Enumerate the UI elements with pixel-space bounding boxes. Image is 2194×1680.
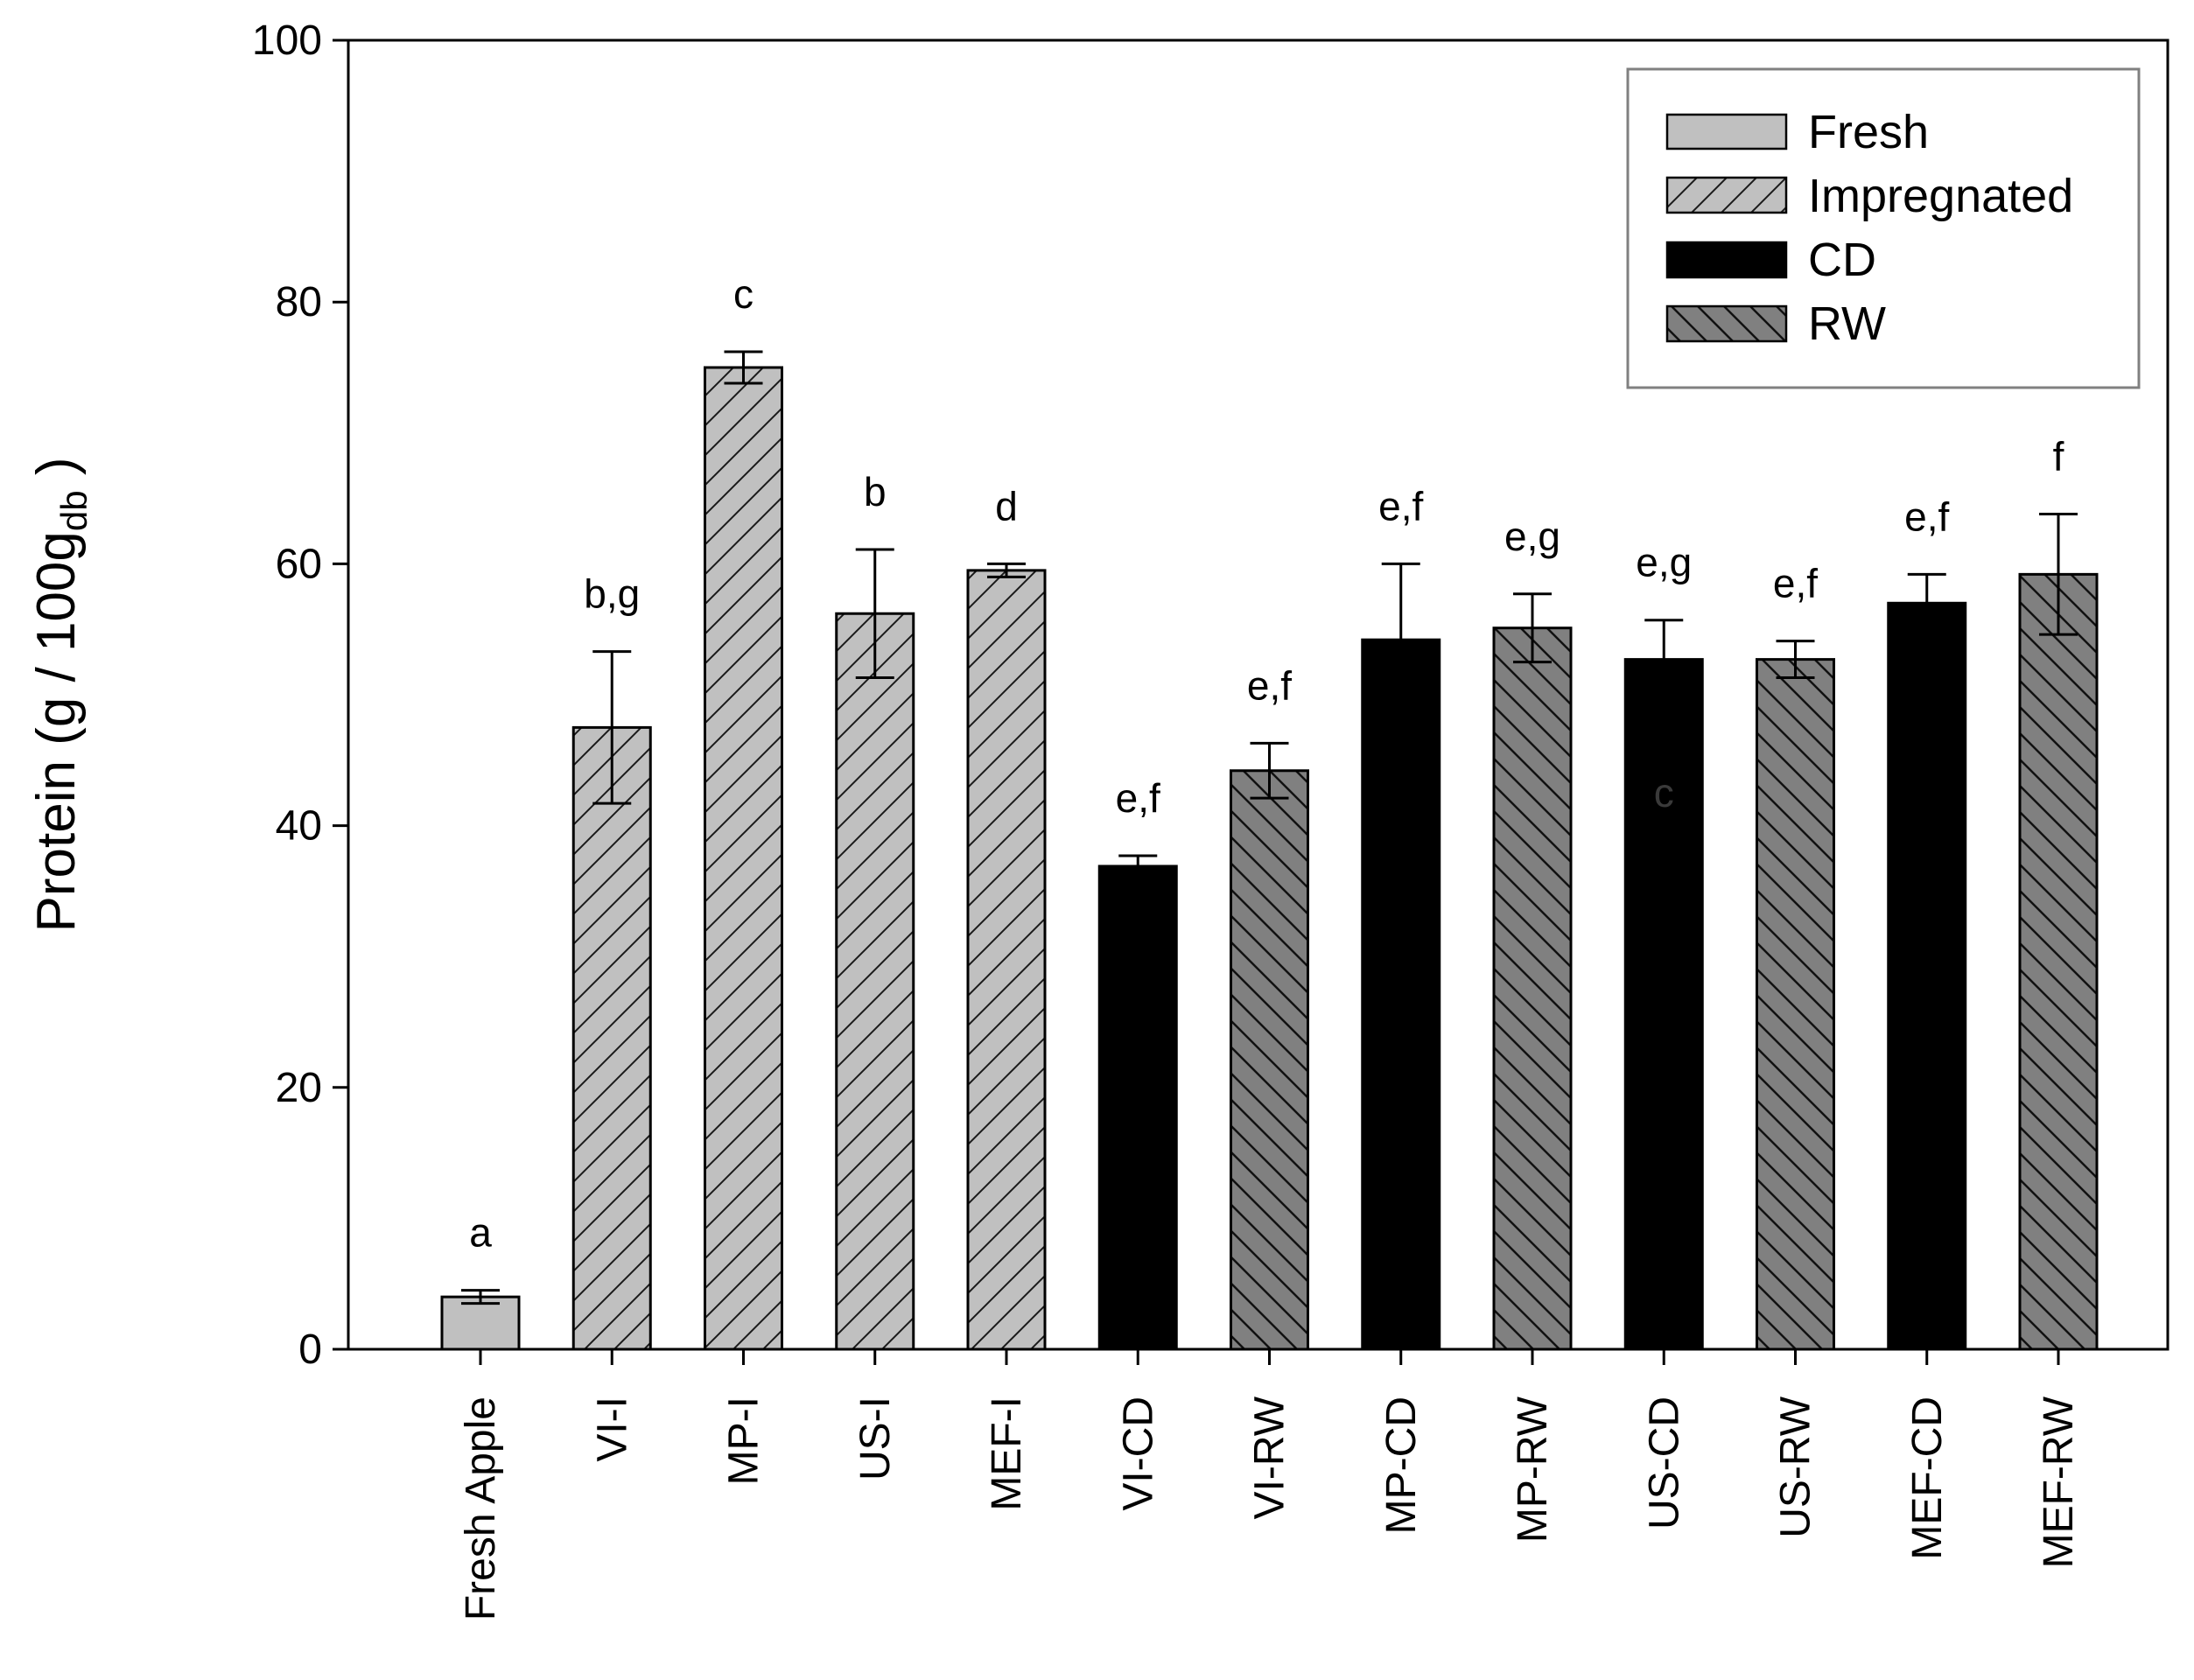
error-bar-us-i [855,548,894,680]
legend-label-impregnated: Impregnated [1808,170,2073,222]
category-label-mp-rw: MP-RW [1510,1396,1556,1543]
category-label-vi-cd: VI-CD [1115,1396,1161,1511]
legend-entry-fresh: Fresh [1665,106,1929,158]
category-label-fresh-apple: Fresh Apple [458,1396,504,1620]
category-label-vi-i: VI-I [589,1396,635,1462]
category-label-us-cd: US-CD [1641,1396,1687,1530]
significance-label-mp-i: c [733,271,754,317]
y-axis-label-main: Protein (g / 100g [26,531,87,932]
legend-entry-cd: CD [1665,234,1876,286]
error-bar-mef-i [987,562,1026,578]
bar-mef-rw [2018,572,2099,1351]
x-axis: Fresh Apple VI-I MP-I US-I MEF-I VI-CD VI-RW MP… [458,1349,2082,1620]
y-tick-label-0: 0 [298,1326,322,1373]
legend-swatch-fresh [1665,113,1788,150]
annotation-0: c [1654,770,1674,816]
significance-label-vi-i: b,g [584,571,640,617]
bar-vi-cd [1097,864,1178,1351]
error-bar-mp-cd [1381,562,1420,718]
category-label-mef-rw: MEF-RW [2036,1396,2082,1568]
y-tick-label-60: 60 [276,541,322,587]
significance-label-mef-rw: f [2053,434,2064,480]
significance-label-us-cd: e,g [1636,540,1692,585]
error-bar-us-rw [1776,640,1815,680]
y-axis-label-close: ) [26,458,87,491]
legend-entry-rw: RW [1665,298,1886,350]
legend: Fresh Impregnated CD RW [1626,67,2141,389]
category-label-us-rw: US-RW [1773,1396,1819,1537]
y-tick-label-20: 20 [276,1065,322,1111]
legend-swatch-impregnated [1665,176,1788,214]
legend-entry-impregnated: Impregnated [1665,170,2073,222]
significance-labels-group: a b,g c b d e,f e,f e,f e,g e,g e,f e,f f [469,271,2064,1256]
bar-mef-i [966,569,1047,1351]
error-bar-mef-cd [1907,572,1946,634]
bar-mp-rw [1492,626,1573,1351]
bar-vi-rw [1230,769,1309,1351]
y-axis-label-subscript: db [53,490,95,531]
error-bar-mp-i [724,350,763,385]
bar-us-i [835,612,915,1351]
legend-swatch-rw [1665,304,1788,343]
category-label-mef-i: MEF-I [984,1396,1030,1511]
significance-label-mp-rw: e,g [1504,514,1560,559]
significance-label-us-i: b [864,469,887,514]
significance-label-vi-cd: e,f [1116,775,1160,821]
legend-label-rw: RW [1808,298,1886,350]
error-bar-vi-rw [1250,741,1289,800]
error-bars-group [461,350,2078,1306]
bar-mp-cd [1361,638,1441,1351]
error-bar-vi-cd [1118,854,1158,878]
bars-group [440,366,2099,1351]
y-tick-label-100: 100 [252,18,322,64]
error-bar-mp-rw [1513,592,1552,664]
bar-us-cd [1623,658,1704,1351]
legend-label-cd: CD [1808,234,1876,286]
significance-label-mp-cd: e,f [1378,483,1423,528]
y-tick-label-80: 80 [276,279,322,326]
significance-label-vi-rw: e,f [1247,662,1292,708]
bar-us-rw [1756,658,1835,1351]
significance-label-fresh-apple: a [469,1210,492,1256]
error-bar-us-cd [1644,619,1684,700]
significance-label-us-rw: e,f [1773,561,1818,606]
significance-label-mef-i: d [995,483,1018,528]
category-label-vi-rw: VI-RW [1247,1396,1293,1519]
category-label-us-i: US-I [852,1396,899,1480]
legend-label-fresh: Fresh [1808,106,1929,158]
error-bar-mef-rw [2039,513,2078,636]
category-label-mp-i: MP-I [721,1396,768,1485]
bar-mef-cd [1887,601,1967,1351]
y-axis-label: Protein (g / 100gdb ) [26,458,95,933]
error-bar-fresh-apple [461,1289,500,1306]
bar-vi-i [571,725,652,1351]
category-label-mp-cd: MP-CD [1378,1396,1425,1534]
error-bar-vi-i [592,650,632,805]
category-label-mef-cd: MEF-CD [1904,1396,1951,1560]
y-tick-label-40: 40 [276,803,322,850]
bar-mp-i [704,366,783,1351]
y-axis: 0 20 40 60 80 100 [252,18,348,1373]
significance-label-mef-cd: e,f [1904,494,1949,539]
annotations-group: c [1654,770,1674,816]
legend-swatch-cd [1665,241,1788,279]
